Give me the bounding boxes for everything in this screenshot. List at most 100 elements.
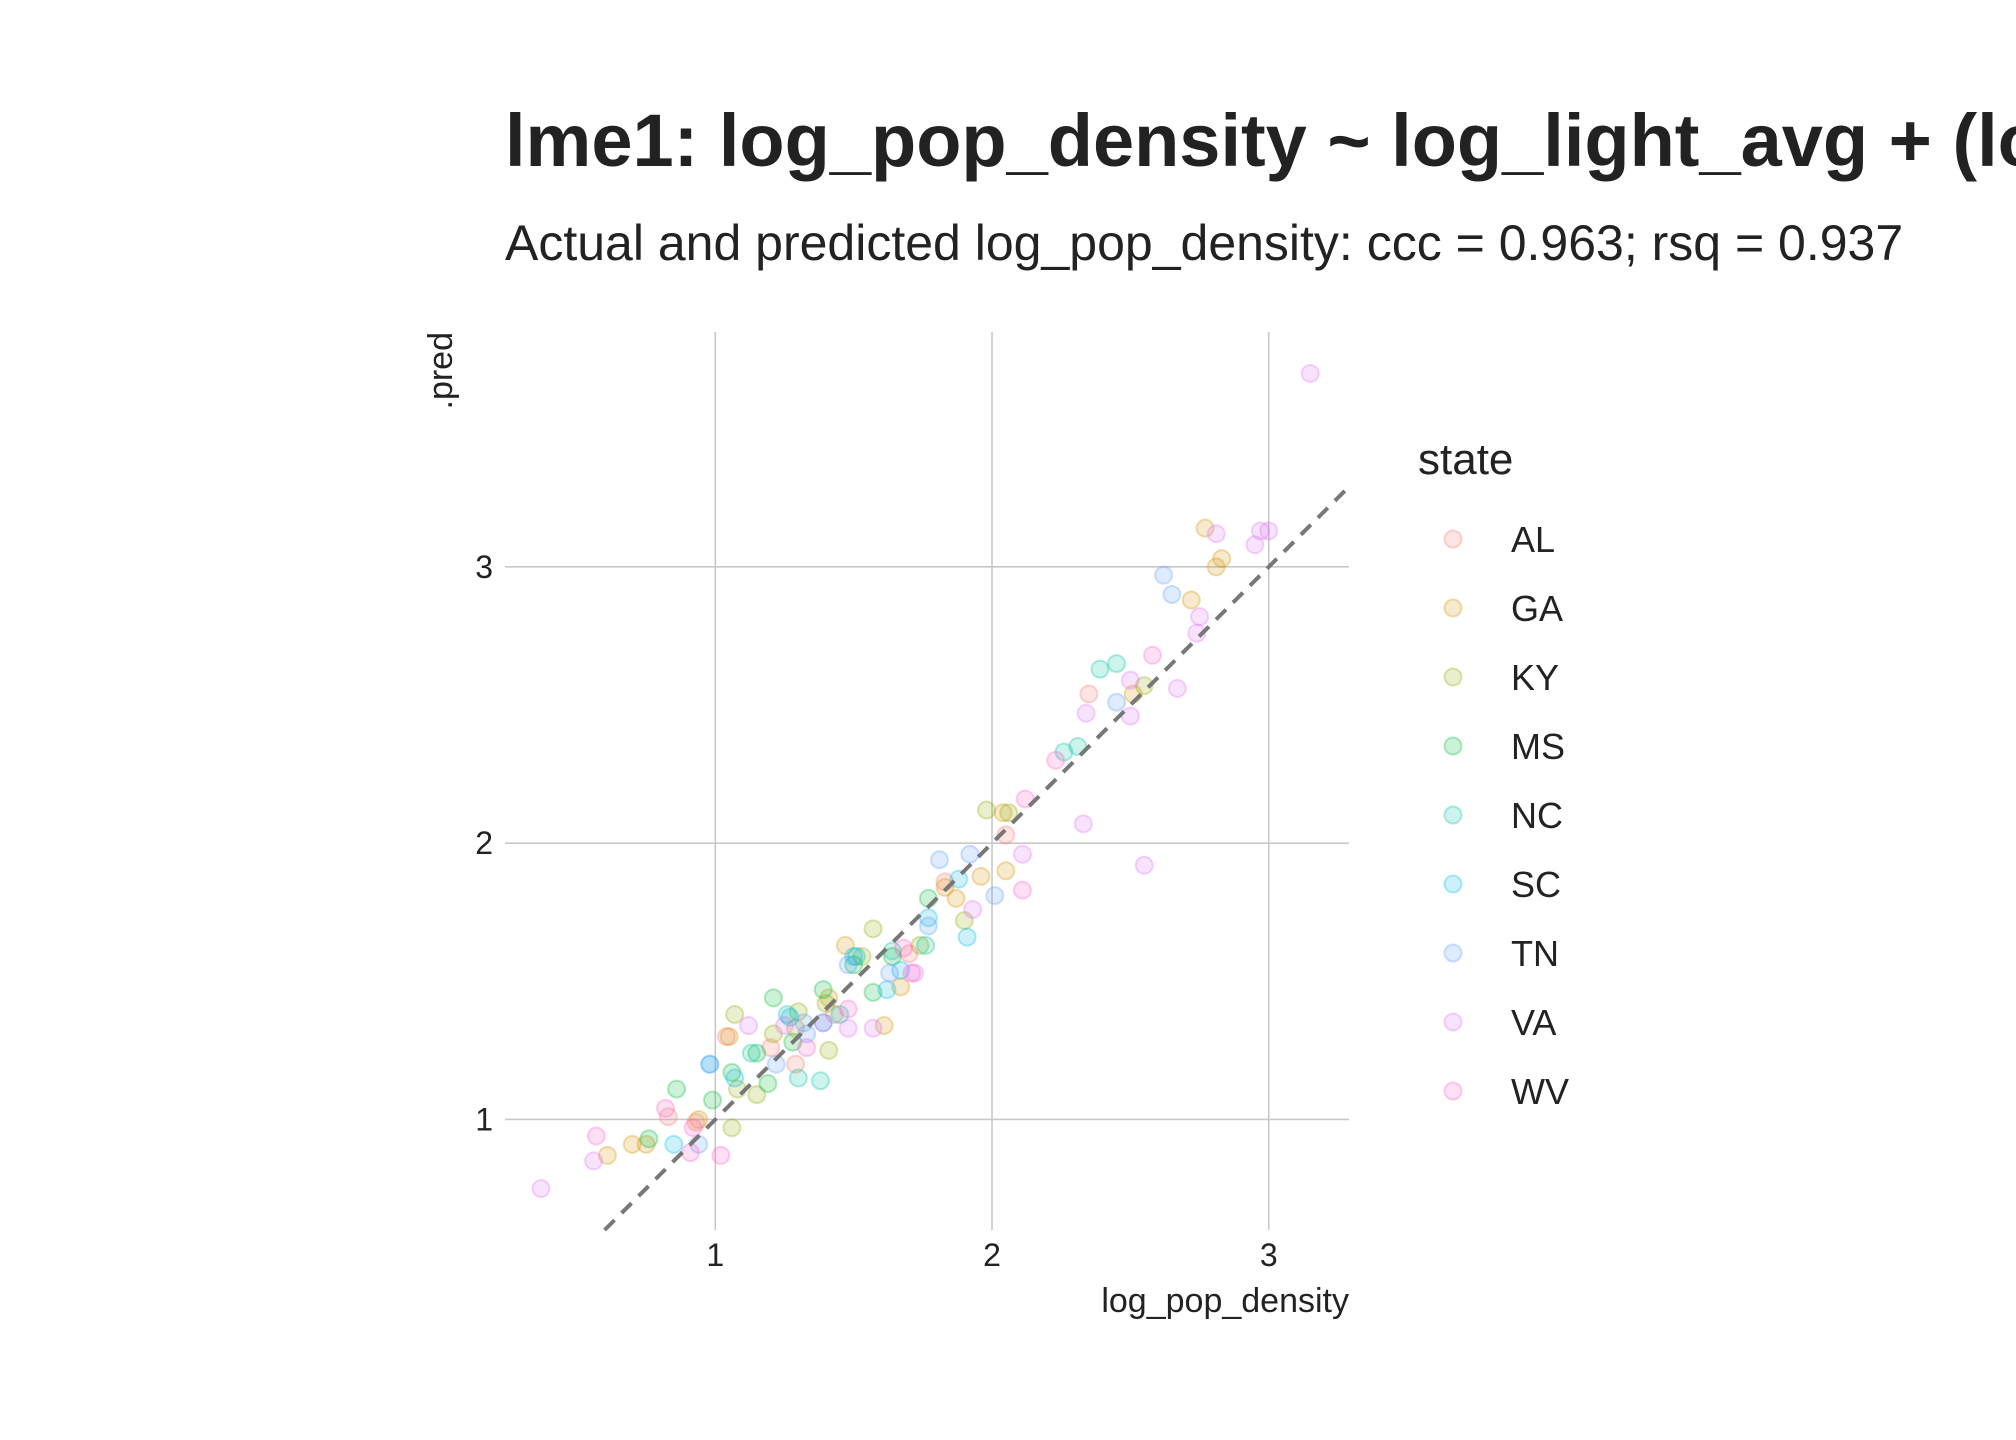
point <box>874 1016 894 1036</box>
point <box>683 1118 703 1138</box>
point <box>586 1126 606 1146</box>
point <box>622 1134 642 1154</box>
point <box>686 1112 706 1132</box>
point <box>739 1016 759 1036</box>
point <box>722 1063 742 1083</box>
point <box>1181 590 1201 610</box>
point <box>996 825 1016 845</box>
point <box>531 1179 551 1199</box>
point <box>636 1134 656 1154</box>
point <box>954 911 974 931</box>
point <box>597 1145 617 1165</box>
legend-key <box>1443 805 1463 825</box>
point <box>1107 654 1127 674</box>
point <box>880 963 900 983</box>
point <box>584 1151 604 1171</box>
point <box>946 888 966 908</box>
y-tick-label: 1 <box>475 1101 493 1137</box>
point <box>758 1074 778 1094</box>
legend-label: WV <box>1511 1071 1569 1112</box>
point <box>1206 524 1226 544</box>
x-tick-label: 1 <box>706 1237 724 1273</box>
point <box>774 1016 794 1036</box>
point <box>763 988 783 1008</box>
chart-subtitle: Actual and predicted log_pop_density: cc… <box>505 215 1903 271</box>
point <box>916 935 936 955</box>
point <box>816 993 836 1013</box>
y-tick-label: 2 <box>475 825 493 861</box>
point <box>835 935 855 955</box>
point <box>810 1071 830 1091</box>
legend-key <box>1443 1012 1463 1032</box>
point <box>971 866 991 886</box>
point <box>838 1018 858 1038</box>
point <box>1012 880 1032 900</box>
point <box>852 946 872 966</box>
legend-label: KY <box>1511 657 1559 698</box>
point <box>1107 692 1127 712</box>
point <box>1076 703 1096 723</box>
point <box>1090 659 1110 679</box>
point <box>985 886 1005 906</box>
point <box>891 960 911 980</box>
point <box>1073 814 1093 834</box>
legend-key <box>1443 598 1463 618</box>
point <box>777 1004 797 1024</box>
legend-key <box>1443 874 1463 894</box>
point <box>844 946 864 966</box>
point <box>918 916 938 936</box>
point <box>655 1098 675 1118</box>
legend-key <box>1443 943 1463 963</box>
point <box>899 944 919 964</box>
point <box>1143 645 1163 665</box>
y-tick-label: 3 <box>475 549 493 585</box>
point <box>741 1043 761 1063</box>
point <box>639 1129 659 1149</box>
point <box>725 1004 745 1024</box>
point <box>689 1109 709 1129</box>
point <box>877 980 897 1000</box>
x-axis-title: log_pop_density <box>1101 1282 1349 1320</box>
chart-title: lme1: log_pop_density ~ log_light_avg + … <box>505 99 2016 182</box>
point <box>882 946 902 966</box>
point <box>1012 844 1032 864</box>
x-tick-label: 3 <box>1260 1237 1278 1273</box>
point <box>893 938 913 958</box>
legend-label: MS <box>1511 726 1565 767</box>
point <box>976 800 996 820</box>
point <box>1120 670 1140 690</box>
point <box>797 1038 817 1058</box>
point <box>910 935 930 955</box>
point <box>786 1054 806 1074</box>
point <box>863 1018 883 1038</box>
point <box>1167 678 1187 698</box>
point <box>1079 684 1099 704</box>
point <box>761 1038 781 1058</box>
point <box>700 1054 720 1074</box>
point <box>863 982 883 1002</box>
point <box>1250 521 1270 541</box>
point <box>1195 518 1215 538</box>
point <box>722 1118 742 1138</box>
point <box>824 1004 844 1024</box>
point <box>844 955 864 975</box>
point <box>700 1054 720 1074</box>
point <box>1187 623 1207 643</box>
point <box>1134 676 1154 696</box>
legend-label: SC <box>1511 864 1561 905</box>
legend-key <box>1443 667 1463 687</box>
point <box>1245 535 1265 555</box>
point <box>1054 742 1074 762</box>
legend-label: GA <box>1511 588 1563 629</box>
point <box>960 844 980 864</box>
point <box>846 946 866 966</box>
y-axis-title: .pred <box>422 332 460 410</box>
point <box>819 1040 839 1060</box>
point <box>747 1043 767 1063</box>
point <box>957 927 977 947</box>
legend-title: state <box>1418 435 1513 484</box>
legend-key <box>1443 736 1463 756</box>
point <box>993 803 1013 823</box>
point <box>1212 549 1232 569</box>
